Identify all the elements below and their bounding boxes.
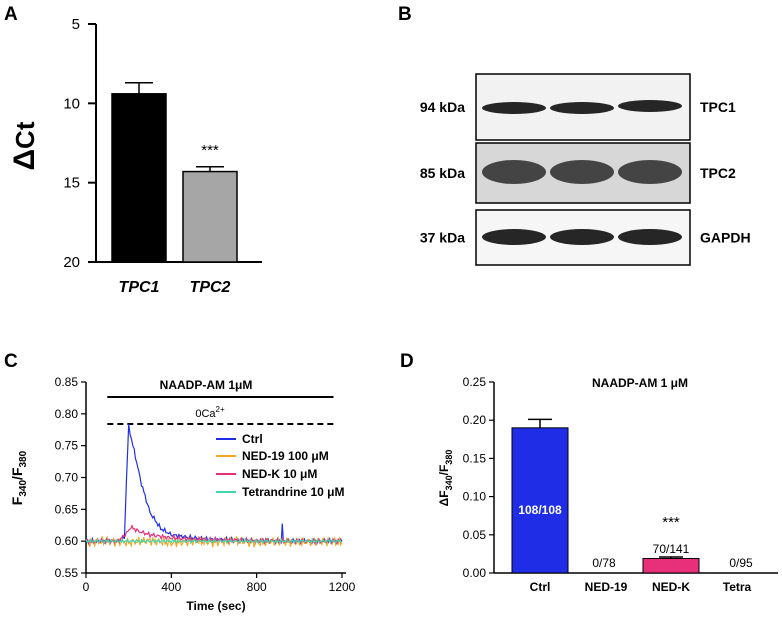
panel-a-ytick-label-3: 20 — [63, 254, 80, 271]
panel-d-ytick-label-3: 0.15 — [463, 451, 487, 465]
panel-c-0ca-label-base: 0Ca — [195, 408, 216, 420]
panel-a-ytick-label-1: 10 — [63, 95, 80, 112]
panel-d-ytick-label-2: 0.10 — [463, 490, 487, 504]
panel-c-xtick-label-2: 800 — [247, 580, 267, 594]
panel-d-y-label: ΔF340/F380 — [437, 450, 454, 507]
panel-a-y-label-text: Ct — [10, 121, 40, 149]
panel-label-b: B — [398, 4, 412, 25]
panel-c-ytick-label-3: 0.70 — [55, 471, 79, 485]
panel-c-xtick-label-1: 400 — [161, 580, 181, 594]
panel-c-y-label-sub2: 380 — [18, 450, 29, 467]
panel-d-bar-ned-k — [642, 557, 700, 574]
panel-b-mw-label-tpc2: 85 kDa — [420, 165, 465, 181]
panel-a-bar-tpc1 — [111, 93, 167, 263]
panel-c-legend-label-tetrandrine-10-m: Tetrandrine 10 μM — [242, 485, 344, 499]
panel-d-count-label-ctrl: 108/108 — [518, 503, 562, 517]
panel-c-y-label-slash: /F — [9, 467, 25, 480]
panel-d-y-label-sub1: 340 — [444, 475, 454, 490]
panel-b-mw-label-tpc1: 94 kDa — [420, 99, 465, 115]
panel-d-bar-chart: 0.00 0.05 0.10 0.15 0.20 0.25 Ctrl 108/108 NED-… — [437, 375, 778, 594]
panel-d-category-label-ned-19: NED-19 — [585, 580, 628, 594]
panel-b-band-gapdh-lane-1 — [482, 229, 546, 245]
panel-d-ytick-label-4: 0.20 — [463, 413, 487, 427]
panel-b-band-tpc2-lane-2 — [550, 160, 614, 184]
panel-d-ytick-label-0: 0.00 — [463, 566, 487, 580]
panel-a-bar-chart: 5 10 15 20 TPC1 TPC2 *** ΔCt — [8, 16, 262, 296]
panel-d-title: NAADP-AM 1 μM — [592, 376, 688, 390]
panel-a-significance-0: *** — [201, 142, 219, 159]
panel-d-category-label-ctrl: Ctrl — [530, 580, 551, 594]
panel-a-bar-tpc2 — [182, 170, 238, 263]
panel-b-western-blot: 94 kDa TPC1 85 kDa TPC2 37 kDa GAPDH — [420, 73, 751, 266]
panel-a-ytick-label-2: 15 — [63, 175, 80, 192]
panel-c-ytick-label-4: 0.75 — [55, 439, 79, 453]
panel-b-protein-label-tpc1: TPC1 — [700, 99, 736, 115]
panel-c-legend-label-ned-k-10-m: NED-K 10 μM — [242, 467, 317, 481]
panel-c-ytick-label-2: 0.65 — [55, 502, 79, 516]
panel-d-count-label-ned-k: 70/141 — [653, 542, 690, 556]
panel-d-count-label-ned-19: 0/78 — [592, 556, 616, 570]
panel-c-xtick-label-3: 1200 — [329, 580, 356, 594]
panel-d-y-label-sub2: 380 — [444, 450, 454, 465]
panel-d-y-label-base: ΔF — [437, 490, 451, 506]
panel-c-naadp-label: NAADP-AM 1μM — [160, 378, 253, 392]
panel-b-band-tpc2-lane-1 — [482, 160, 546, 184]
panel-d-ytick-label-1: 0.05 — [463, 528, 487, 542]
panel-d-category-label-ned-k: NED-K — [652, 580, 690, 594]
panel-c-y-label: F340/F380 — [9, 450, 29, 505]
panel-b-band-tpc1-lane-3 — [618, 100, 682, 112]
panel-d-bar-ctrl — [511, 427, 569, 574]
panel-a-category-label-tpc1: TPC1 — [119, 279, 160, 296]
panel-b-band-tpc2-lane-3 — [618, 160, 682, 184]
panel-d-count-label-tetra: 0/95 — [729, 556, 753, 570]
panel-c-line-chart: 0.550.600.650.700.750.800.850 400 800 1200 … — [9, 375, 356, 613]
panel-label-d: D — [400, 351, 414, 372]
panel-a-category-label-tpc2: TPC2 — [190, 279, 231, 296]
panel-b-protein-label-gapdh: GAPDH — [700, 230, 751, 246]
panel-d-significance-0: *** — [662, 514, 680, 531]
panel-c-ytick-label-1: 0.60 — [55, 534, 79, 548]
panel-a-y-label-delta: Δ — [8, 149, 41, 171]
panel-d-ytick-label-5: 0.25 — [463, 375, 487, 389]
panel-c-series-tetrandrine-10-m — [85, 537, 343, 545]
panel-a-y-label: ΔCt — [8, 121, 41, 170]
panel-c-y-label-sub1: 340 — [18, 480, 29, 497]
panel-c-ytick-label-6: 0.85 — [55, 375, 79, 389]
panel-label-a: A — [4, 4, 18, 25]
panel-b-band-gapdh-lane-2 — [550, 229, 614, 245]
panel-label-c: C — [4, 351, 18, 372]
panel-c-series-ctrl — [85, 424, 343, 546]
panel-d-y-label-slash: /F — [437, 465, 451, 476]
panel-a-ytick-label-0: 5 — [72, 16, 80, 33]
panel-c-0ca-label-sup: 2+ — [216, 405, 225, 414]
panel-d-category-label-tetra: Tetra — [723, 580, 752, 594]
panel-b-band-tpc1-lane-1 — [482, 102, 546, 114]
panel-b-band-tpc1-lane-2 — [550, 102, 614, 114]
panel-c-ytick-label-5: 0.80 — [55, 407, 79, 421]
panel-c-y-label-base: F — [9, 496, 25, 505]
panel-b-band-gapdh-lane-3 — [618, 229, 682, 245]
panel-b-protein-label-tpc2: TPC2 — [700, 165, 736, 181]
panel-c-legend-label-ctrl: Ctrl — [242, 432, 263, 446]
panel-c-xtick-label-0: 0 — [83, 580, 90, 594]
panel-c-x-label: Time (sec) — [186, 599, 245, 613]
panel-b-mw-label-gapdh: 37 kDa — [420, 230, 465, 246]
panel-c-0ca-label: 0Ca2+ — [195, 405, 225, 420]
panel-c-ytick-label-0: 0.55 — [55, 566, 79, 580]
panel-c-legend-label-ned-19-100-m: NED-19 100 μM — [242, 449, 329, 463]
